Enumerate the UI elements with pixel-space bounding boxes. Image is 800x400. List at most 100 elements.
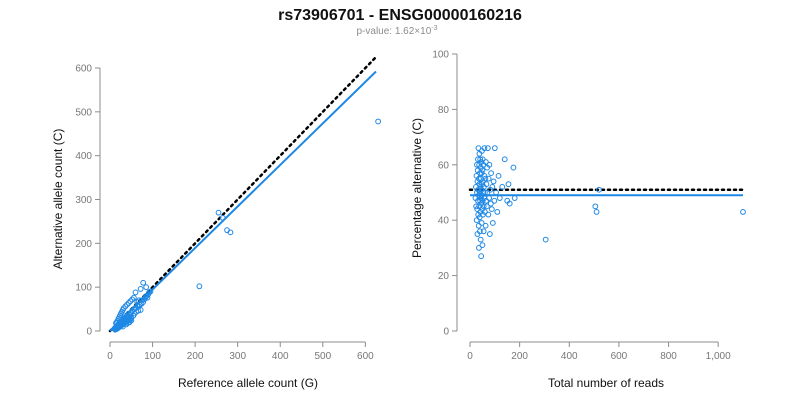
percentage-alternative-data-point bbox=[478, 253, 485, 260]
percentage-alternative-data-point bbox=[501, 156, 508, 163]
percentage-alternative-x-tick-label: 600 bbox=[611, 351, 628, 362]
percentage-alternative-data-point bbox=[483, 181, 490, 188]
percentage-alternative-data-point bbox=[489, 220, 496, 226]
percentage-alternative-data-point bbox=[496, 195, 503, 201]
percentage-alternative-data-point bbox=[596, 186, 602, 193]
percentage-alternative-data-point bbox=[486, 161, 493, 168]
percentage-alternative-x-tick-label: 1,000 bbox=[706, 351, 731, 362]
percentage-alternative-y-tick-label: 0 bbox=[443, 327, 449, 338]
percentage-alternative-data-point bbox=[491, 197, 498, 204]
allele-counts-reference-line bbox=[108, 55, 378, 333]
allele-counts-data-point bbox=[143, 284, 150, 291]
allele-counts-data-point bbox=[124, 301, 130, 308]
allele-counts-data-point bbox=[137, 286, 144, 292]
percentage-alternative-data-point bbox=[482, 159, 489, 165]
percentage-alternative-x-tick-label: 200 bbox=[511, 351, 528, 362]
allele-counts-x-tick-label: 500 bbox=[314, 351, 331, 362]
percentage-alternative-data-point bbox=[510, 164, 517, 171]
percentage-alternative-data-point bbox=[480, 203, 487, 210]
allele-counts-y-tick-label: 300 bbox=[75, 195, 92, 206]
percentage-alternative-data-point bbox=[491, 145, 498, 152]
percentage-alternative-data-point bbox=[593, 208, 600, 215]
percentage-alternative-data-point bbox=[482, 222, 489, 229]
percentage-alternative-y-tick-label: 40 bbox=[438, 216, 450, 227]
percentage-alternative-y-tick-label: 80 bbox=[438, 105, 450, 116]
percentage-alternative-data-point bbox=[473, 203, 480, 210]
percentage-alternative-data-point bbox=[486, 231, 493, 237]
percentage-alternative-data-point bbox=[476, 245, 482, 251]
percentage-alternative-data-point bbox=[499, 184, 506, 190]
percentage-alternative-data-point bbox=[477, 156, 484, 163]
percentage-alternative-y-tick-label: 100 bbox=[432, 50, 449, 61]
allele-counts-data-point bbox=[140, 279, 147, 286]
allele-counts-x-tick-label: 200 bbox=[187, 351, 204, 362]
percentage-alternative-data-point bbox=[477, 228, 483, 235]
chart-title: rs73906701 - ENSG00000160216 bbox=[278, 7, 522, 24]
percentage-alternative-data-point bbox=[476, 181, 483, 188]
percentage-alternative-data-point bbox=[477, 197, 484, 204]
percentage-panel: Total number of reads Percentage alterna… bbox=[410, 50, 746, 390]
percentage-alternative-data-point bbox=[476, 175, 482, 182]
percentage-alternative-data-point bbox=[473, 217, 480, 224]
percentage-alternative-data-point bbox=[483, 203, 490, 210]
allele-counts-data-point bbox=[128, 317, 135, 324]
percentage-alternative-data-point bbox=[506, 200, 513, 207]
allele-counts-data-point bbox=[127, 316, 134, 323]
allele-count-x-axis-label: Reference allele count (G) bbox=[178, 376, 318, 390]
allele-counts-x-tick-label: 400 bbox=[272, 351, 289, 362]
percentage-x-axis-label: Total number of reads bbox=[548, 376, 664, 390]
percentage-alternative-data-point bbox=[480, 228, 487, 235]
allele-counts-y-tick-label: 100 bbox=[75, 283, 92, 294]
percentage-alternative-data-point bbox=[479, 167, 486, 174]
allele-counts-data-point bbox=[129, 296, 136, 303]
percentage-alternative-data-point bbox=[490, 178, 497, 185]
percentage-alternative-data-point bbox=[484, 145, 491, 152]
allele-counts-y-tick-label: 400 bbox=[75, 151, 92, 162]
allele-counts-y-tick-label: 600 bbox=[75, 64, 92, 75]
percentage-alternative-y-tick-label: 20 bbox=[438, 271, 450, 282]
percentage-alternative-x-tick-label: 0 bbox=[467, 351, 473, 362]
percentage-alternative-data-point bbox=[481, 145, 488, 152]
allele-counts-data-point bbox=[196, 283, 203, 290]
percentage-alternative-data-point bbox=[488, 170, 494, 177]
allele-counts-y-tick-label: 200 bbox=[75, 239, 92, 250]
allele-counts-y-tick-label: 0 bbox=[86, 327, 92, 338]
percentage-alternative-data-point bbox=[485, 211, 492, 218]
percentage-alternative-data-point bbox=[487, 200, 494, 207]
allele-counts-x-tick-label: 0 bbox=[107, 351, 113, 362]
percentage-alternative-data-point bbox=[481, 172, 488, 179]
percentage-alternative-data-point bbox=[592, 203, 599, 210]
allele-counts-x-tick-label: 600 bbox=[357, 351, 374, 362]
allele-counts-data-point bbox=[130, 294, 137, 301]
percentage-alternative-data-point bbox=[495, 172, 502, 179]
allele-counts-y-tick-label: 500 bbox=[75, 107, 92, 118]
percentage-alternative-data-point bbox=[478, 220, 485, 226]
allele-counts-fit-line bbox=[109, 70, 377, 332]
allele-counts-data-point bbox=[126, 319, 133, 326]
percentage-alternative-data-point bbox=[486, 195, 493, 201]
percentage-alternative-data-point bbox=[494, 208, 501, 215]
percentage-alternative-data-point bbox=[511, 195, 518, 201]
percentage-alternative-data-point bbox=[479, 197, 486, 204]
subtitle-exponent: -3 bbox=[431, 25, 437, 32]
percentage-alternative-data-point bbox=[474, 161, 480, 168]
percentage-alternative-data-point bbox=[481, 208, 488, 215]
allele-counts-data-point bbox=[215, 209, 222, 216]
allele-counts-data-point bbox=[122, 303, 129, 310]
percentage-alternative-y-tick-label: 60 bbox=[438, 160, 450, 171]
percentage-alternative-data-point bbox=[479, 242, 486, 249]
allele-counts-data-point bbox=[137, 307, 144, 313]
chart-subtitle: p-value: 1.62×10-3 bbox=[356, 25, 437, 37]
allele-counts-data-point bbox=[132, 289, 139, 296]
percentage-alternative-data-point bbox=[505, 181, 512, 188]
allele-counts-data-point bbox=[227, 229, 234, 236]
allele-counts-data-point bbox=[120, 305, 127, 312]
allele-counts-x-tick-label: 300 bbox=[229, 351, 246, 362]
allele-counts-data-point bbox=[127, 298, 134, 305]
allele-counts-data-point bbox=[375, 118, 382, 125]
subtitle-text: p-value: 1.62×10 bbox=[356, 26, 431, 37]
allele-counts-data-point bbox=[125, 300, 132, 306]
percentage-alternative-data-point bbox=[740, 208, 746, 215]
